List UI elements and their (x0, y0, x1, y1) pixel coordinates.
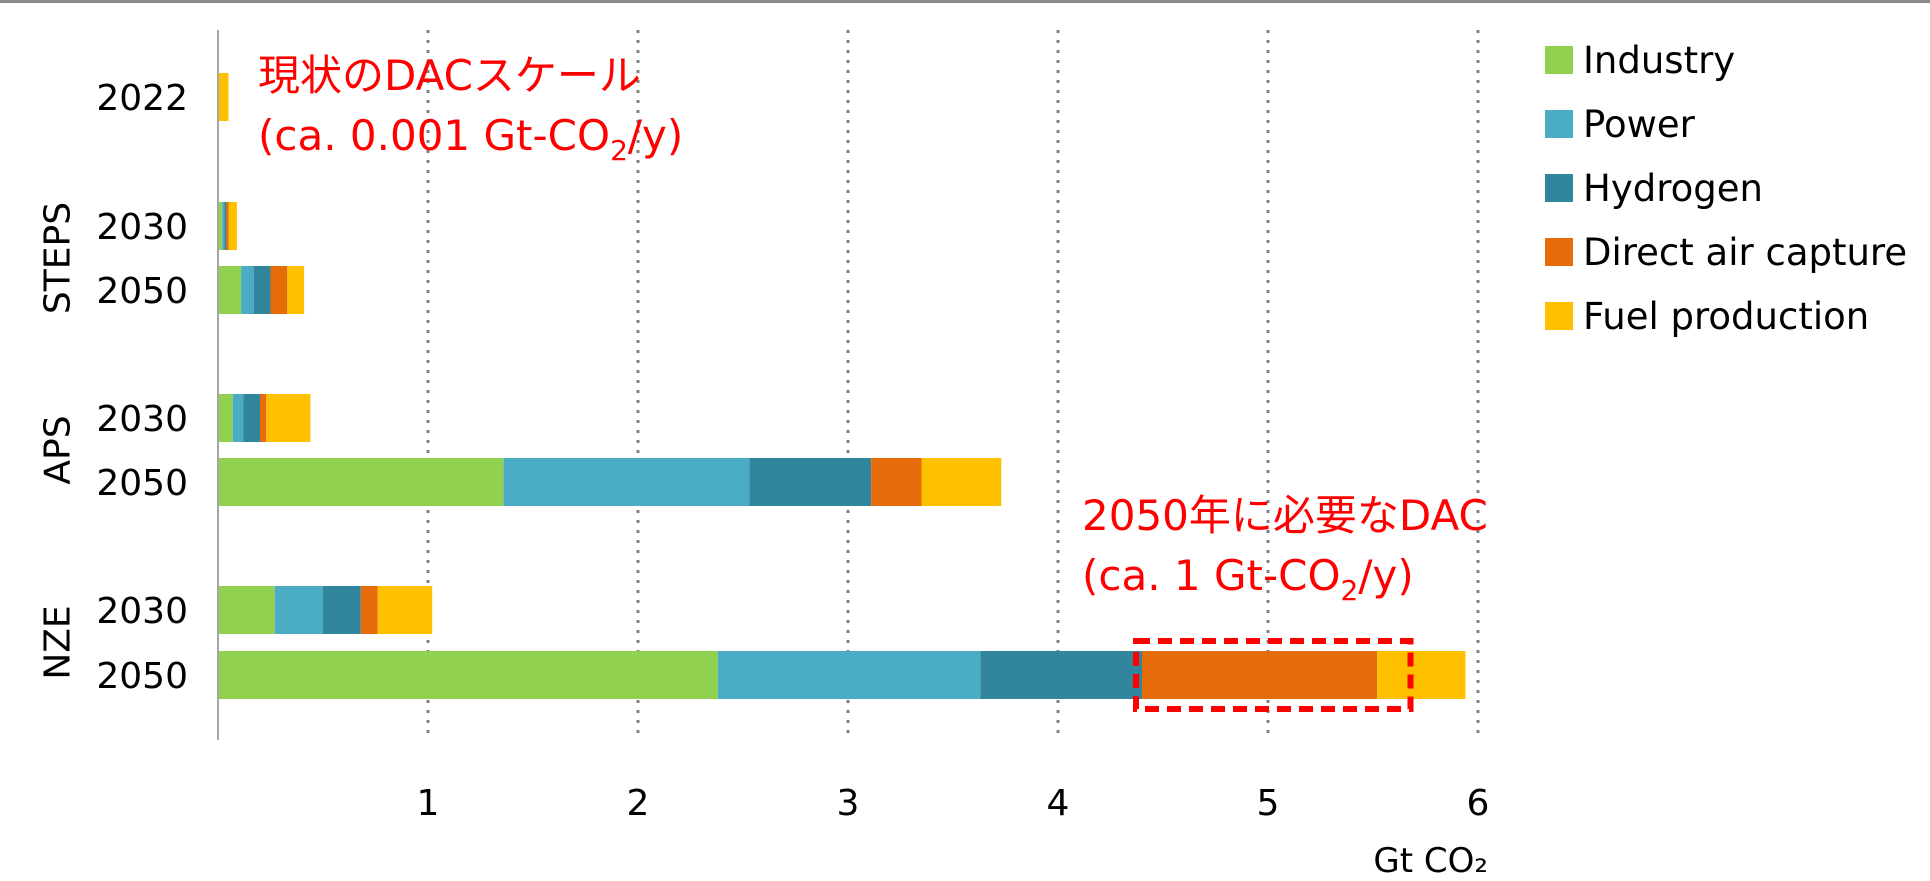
bar-segment-power (718, 651, 981, 699)
bar-segment-power (241, 266, 254, 314)
x-tick-label: 5 (1257, 783, 1280, 824)
bar-segment-direct-air-capture (1142, 651, 1377, 699)
annotation-line1: 2050年に必要なDAC (1082, 491, 1488, 540)
bar-segment-hydrogen (254, 266, 271, 314)
bar-segment-fuel-production (266, 394, 310, 442)
legend-label: Power (1583, 103, 1696, 146)
bar-segment-power (233, 394, 244, 442)
bar-segment-power (504, 458, 750, 506)
x-tick-label: 6 (1467, 783, 1490, 824)
bar-segment-fuel-production (922, 458, 1002, 506)
bar-segment-hydrogen (980, 651, 1142, 699)
legend-swatch (1545, 110, 1573, 138)
bar-segment-industry (218, 586, 275, 634)
bar-segment-hydrogen (749, 458, 871, 506)
bar-segment-direct-air-capture (271, 266, 288, 314)
x-tick-label: 2 (627, 783, 650, 824)
x-axis-title: Gt CO₂ (1373, 841, 1488, 881)
bar-segment-direct-air-capture (260, 394, 266, 442)
legend-swatch (1545, 238, 1573, 266)
x-tick-label: 1 (417, 783, 440, 824)
row-label: 2050 (96, 271, 188, 312)
annotation-line2: (ca. 1 Gt-CO2/y) (1082, 551, 1414, 607)
bar-segment-industry (218, 394, 233, 442)
bar-segment-hydrogen (243, 394, 260, 442)
annotation-line2: (ca. 0.001 Gt-CO2/y) (258, 111, 683, 167)
row-label: 2050 (96, 656, 188, 697)
group-label: APS (38, 415, 79, 484)
bar-segment-fuel-production (1377, 651, 1465, 699)
bar-segment-direct-air-capture (361, 586, 378, 634)
annotation-line1: 現状のDACスケール (258, 51, 641, 100)
bar-segment-fuel-production (218, 73, 229, 121)
row-label: 2030 (96, 591, 188, 632)
legend-label: Fuel production (1583, 295, 1869, 338)
bar-segment-power (275, 586, 323, 634)
bar-segment-industry (218, 266, 241, 314)
bar-segment-direct-air-capture (871, 458, 921, 506)
row-label: 2030 (96, 399, 188, 440)
bar-segment-hydrogen (224, 202, 226, 250)
bar-segment-fuel-production (378, 586, 433, 634)
legend-label: Industry (1583, 39, 1735, 82)
legend-label: Direct air capture (1583, 231, 1907, 274)
legend-swatch (1545, 174, 1573, 202)
group-label: NZE (38, 605, 79, 679)
group-label: STEPS (38, 202, 79, 314)
legend-label: Hydrogen (1583, 167, 1763, 210)
row-label: 2022 (96, 78, 188, 119)
legend-swatch (1545, 46, 1573, 74)
bar-segment-fuel-production (287, 266, 304, 314)
x-tick-label: 3 (837, 783, 860, 824)
legend-swatch (1545, 302, 1573, 330)
x-tick-label: 4 (1047, 783, 1070, 824)
bar-segment-direct-air-capture (226, 202, 228, 250)
bar-segment-power (222, 202, 224, 250)
bar-segment-industry (218, 651, 718, 699)
row-label: 2050 (96, 463, 188, 504)
row-label: 2030 (96, 207, 188, 248)
bar-segment-industry (218, 458, 504, 506)
bar-segment-hydrogen (323, 586, 361, 634)
bar-segment-fuel-production (229, 202, 237, 250)
